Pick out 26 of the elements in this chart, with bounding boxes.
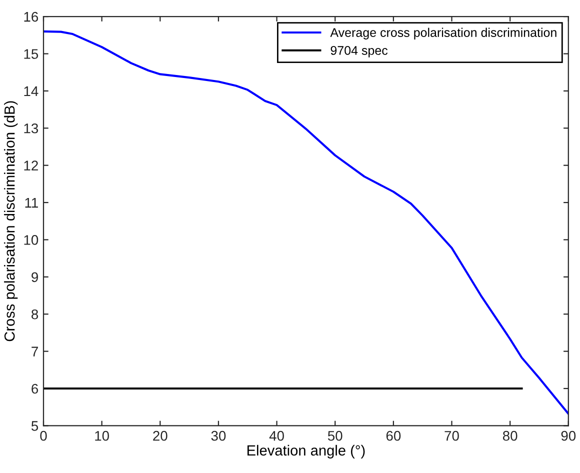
y-tick-label: 15 <box>24 49 38 59</box>
y-tick-label: 12 <box>24 160 38 170</box>
legend-label: 9704 spec <box>330 46 388 58</box>
x-tick-label: 70 <box>444 430 459 441</box>
x-tick-label: 40 <box>269 430 284 441</box>
y-tick-label: 13 <box>24 123 38 134</box>
y-tick-label: 10 <box>24 235 38 245</box>
legend-label: Average cross polarisation discrimination <box>330 28 556 40</box>
x-axis-title: Elevation angle (°) <box>247 444 365 458</box>
x-tick-label: 0 <box>40 430 47 441</box>
x-tick-label: 20 <box>153 430 168 441</box>
x-tick-label: 90 <box>561 430 576 441</box>
y-axis-title: Cross polarisation discrimination (dB) <box>4 101 18 342</box>
x-tick-label: 50 <box>328 430 342 441</box>
x-tick-label: 30 <box>211 430 226 441</box>
y-tick-label: 6 <box>32 384 38 394</box>
x-tick-label: 80 <box>502 430 518 441</box>
y-tick-label: 5 <box>31 421 38 431</box>
y-tick-label: 11 <box>25 198 38 208</box>
y-tick-label: 14 <box>24 86 38 96</box>
y-tick-label: 7 <box>32 346 38 356</box>
y-tick-label: 8 <box>32 309 38 320</box>
x-tick-label: 60 <box>386 430 401 441</box>
y-tick-label: 16 <box>24 12 38 22</box>
x-tick-label: 10 <box>95 430 110 441</box>
y-tick-label: 9 <box>32 272 38 282</box>
